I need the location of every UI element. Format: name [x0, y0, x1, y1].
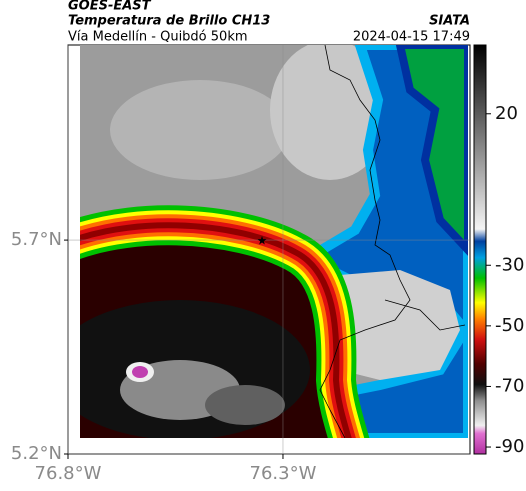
source: SIATA: [429, 14, 470, 29]
grid: [67, 45, 470, 455]
colorbar-tick-label: -50: [495, 315, 524, 336]
cloud-field: [340, 270, 460, 380]
title: GOES-EAST: [68, 0, 152, 14]
storm-core: [205, 385, 285, 425]
satellite-image: [80, 45, 468, 438]
colorbar: [473, 44, 487, 455]
route: Vía Medellín - Quibdó 50km: [68, 30, 248, 45]
y-tick-label: 5.7°N: [11, 229, 62, 250]
storm-core: [132, 366, 148, 378]
colorbar-tick-label: -90: [495, 436, 524, 457]
cold-cloud: [395, 45, 468, 256]
colorbar-tick-label: -70: [495, 375, 524, 396]
subtitle: Temperatura de Brillo CH13: [68, 14, 270, 29]
cloud-field: [270, 45, 390, 180]
location-marker: ★: [257, 234, 268, 248]
storm: [80, 222, 352, 438]
border: [384, 299, 466, 331]
timestamp: 2024-04-15 17:49: [353, 30, 470, 45]
border: [319, 45, 411, 438]
x-tick-label: 76.3°W: [250, 463, 317, 484]
x-tick-label: 76.8°W: [35, 463, 102, 484]
y-tick-label: 5.2°N: [11, 443, 62, 464]
cloud-field: [110, 80, 290, 180]
colorbar-tick-label: 20: [495, 103, 518, 124]
colorbar-tick-label: -30: [495, 254, 524, 275]
